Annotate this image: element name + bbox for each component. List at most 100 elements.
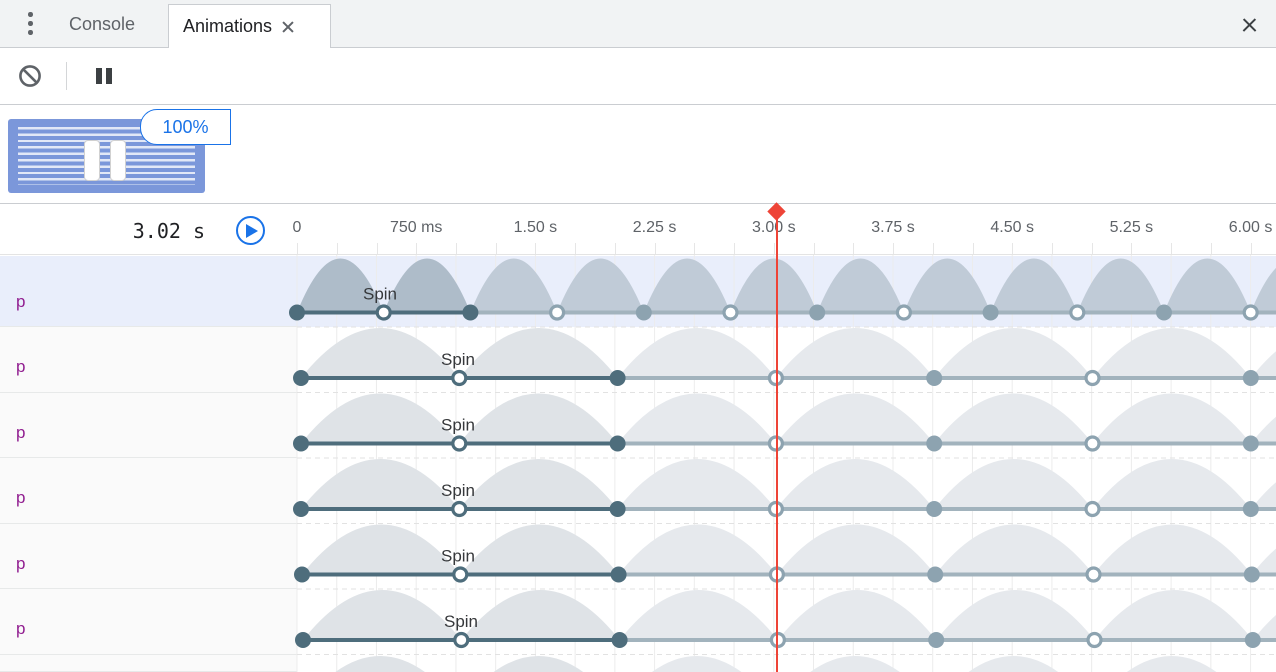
easing-arc (775, 328, 935, 378)
ruler-tick (773, 243, 775, 254)
kebab-menu-icon[interactable] (22, 10, 38, 38)
ruler-label: 3.00 s (751, 219, 796, 236)
keyframe-dot[interactable] (289, 304, 305, 321)
easing-arc (1092, 393, 1251, 444)
speed-100-button[interactable]: 100% (140, 109, 231, 145)
animation-row-6[interactable]: p (0, 589, 297, 655)
easing-arc (301, 328, 460, 378)
node-tag-label: p (16, 357, 26, 376)
keyframe-dot-hollow[interactable] (767, 369, 785, 387)
ruler-tick (455, 243, 457, 254)
keyframe-dot[interactable] (926, 501, 943, 517)
keyframe-dot[interactable] (982, 304, 999, 321)
keyframe-dot-hollow[interactable] (767, 500, 785, 518)
keyframe-dot-hollow[interactable] (375, 304, 392, 321)
keyframe-dot-hollow[interactable] (1084, 369, 1101, 387)
playhead-line[interactable] (776, 219, 778, 672)
animation-row-3[interactable]: p (0, 392, 297, 458)
close-panel-icon[interactable] (1241, 16, 1258, 33)
node-tag-label: p (16, 553, 26, 573)
keyframe-dot-hollow[interactable] (1084, 435, 1101, 452)
keyframe-dot-hollow[interactable] (1084, 500, 1101, 518)
keyframe-dot-hollow[interactable] (895, 304, 913, 321)
easing-arc (934, 328, 1093, 378)
keyframe-dot[interactable] (1242, 501, 1259, 517)
keyframe-dot-hollow[interactable] (1085, 566, 1102, 583)
ruler-tick (416, 243, 418, 254)
ruler-tick (1051, 243, 1053, 254)
keyframe-dot-hollow[interactable] (452, 566, 469, 583)
keyframes-timeline: Spin Spin Spin Spin Spin Spin (289, 255, 1276, 672)
animation-row-5[interactable]: p (0, 523, 297, 589)
easing-arc (383, 258, 471, 313)
keyframe-dot-hollow[interactable] (548, 304, 566, 321)
keyframe-dot[interactable] (809, 304, 826, 321)
animation-name-label: Spin (441, 547, 475, 566)
keyframe-dot[interactable] (609, 370, 626, 386)
ruler-tick (1250, 243, 1252, 254)
ruler-tick (734, 243, 736, 254)
tab-animations[interactable]: Animations (168, 4, 331, 48)
ruler-tick (1210, 243, 1212, 254)
keyframe-dot[interactable] (926, 370, 943, 386)
pause-icon (110, 140, 126, 181)
keyframe-dot[interactable] (293, 370, 309, 386)
keyframe-dot[interactable] (1243, 566, 1260, 583)
easing-arc (1250, 482, 1276, 509)
ruler-label: 6.00 s (1228, 219, 1273, 236)
animation-row-4[interactable]: p (0, 458, 297, 524)
easing-arc (460, 524, 619, 575)
keyframe-dot[interactable] (294, 566, 310, 583)
keyframe-dot[interactable] (926, 435, 943, 452)
keyframe-dot[interactable] (1244, 632, 1261, 648)
easing-arc (1077, 258, 1164, 313)
animations-toolbar: 100% 25% 10% (0, 48, 1276, 145)
keyframe-dot[interactable] (609, 501, 626, 517)
keyframe-dot[interactable] (293, 501, 309, 517)
easing-arc (1252, 615, 1276, 640)
easing-arc (297, 258, 384, 313)
easing-arc (335, 656, 425, 672)
keyframe-dot[interactable] (927, 566, 944, 583)
animation-rows: p p p p p p Spin Spin Spin Spin Spin Spin (0, 202, 1276, 672)
keyframe-dot-hollow[interactable] (767, 435, 785, 452)
animation-row-2[interactable]: p (0, 327, 297, 393)
ruler-tick (853, 243, 855, 254)
keyframe-dot-hollow[interactable] (1069, 304, 1086, 321)
animation-row-1[interactable]: p (0, 256, 297, 327)
easing-arc (461, 590, 620, 640)
tab-console[interactable]: Console (55, 0, 149, 48)
keyframe-dot[interactable] (1242, 435, 1259, 452)
ruler-tick (932, 243, 934, 254)
keyframe-dot-hollow[interactable] (451, 500, 468, 518)
keyframe-dot[interactable] (610, 566, 627, 583)
keyframe-dot-hollow[interactable] (451, 369, 468, 387)
easing-arc (1250, 351, 1276, 378)
keyframe-dot[interactable] (609, 435, 626, 452)
timeline-header: 3.02 s 0 750 ms 1.50 s 2.25 s 3.00 s 3.75 s 4.… (0, 205, 1276, 255)
ruler-tick (535, 243, 537, 254)
keyframe-dot-hollow[interactable] (451, 435, 468, 452)
keyframe-dot[interactable] (295, 632, 311, 648)
easing-arc (1092, 459, 1251, 509)
easing-arc (652, 656, 742, 672)
easing-arc (557, 258, 644, 313)
keyframe-dot[interactable] (635, 304, 652, 321)
clear-all-button[interactable] (17, 63, 43, 89)
ruler-tick (614, 243, 616, 254)
tab-close-icon[interactable] (282, 21, 294, 33)
easing-arc (817, 258, 904, 313)
keyframe-dot[interactable] (293, 435, 309, 452)
keyframe-dot-hollow[interactable] (722, 304, 739, 321)
keyframe-dot[interactable] (1156, 304, 1172, 321)
keyframe-dot-hollow[interactable] (1086, 631, 1103, 649)
keyframe-dot[interactable] (1242, 370, 1259, 386)
node-tag-label: p (16, 291, 26, 311)
keyframe-dot[interactable] (611, 632, 628, 648)
keyframe-dot-hollow[interactable] (453, 631, 470, 649)
keyframe-dot[interactable] (462, 304, 479, 321)
play-button[interactable] (236, 216, 265, 245)
keyframe-dot[interactable] (928, 632, 945, 648)
pause-all-button[interactable] (94, 68, 114, 84)
keyframe-dot-hollow[interactable] (1242, 304, 1259, 321)
